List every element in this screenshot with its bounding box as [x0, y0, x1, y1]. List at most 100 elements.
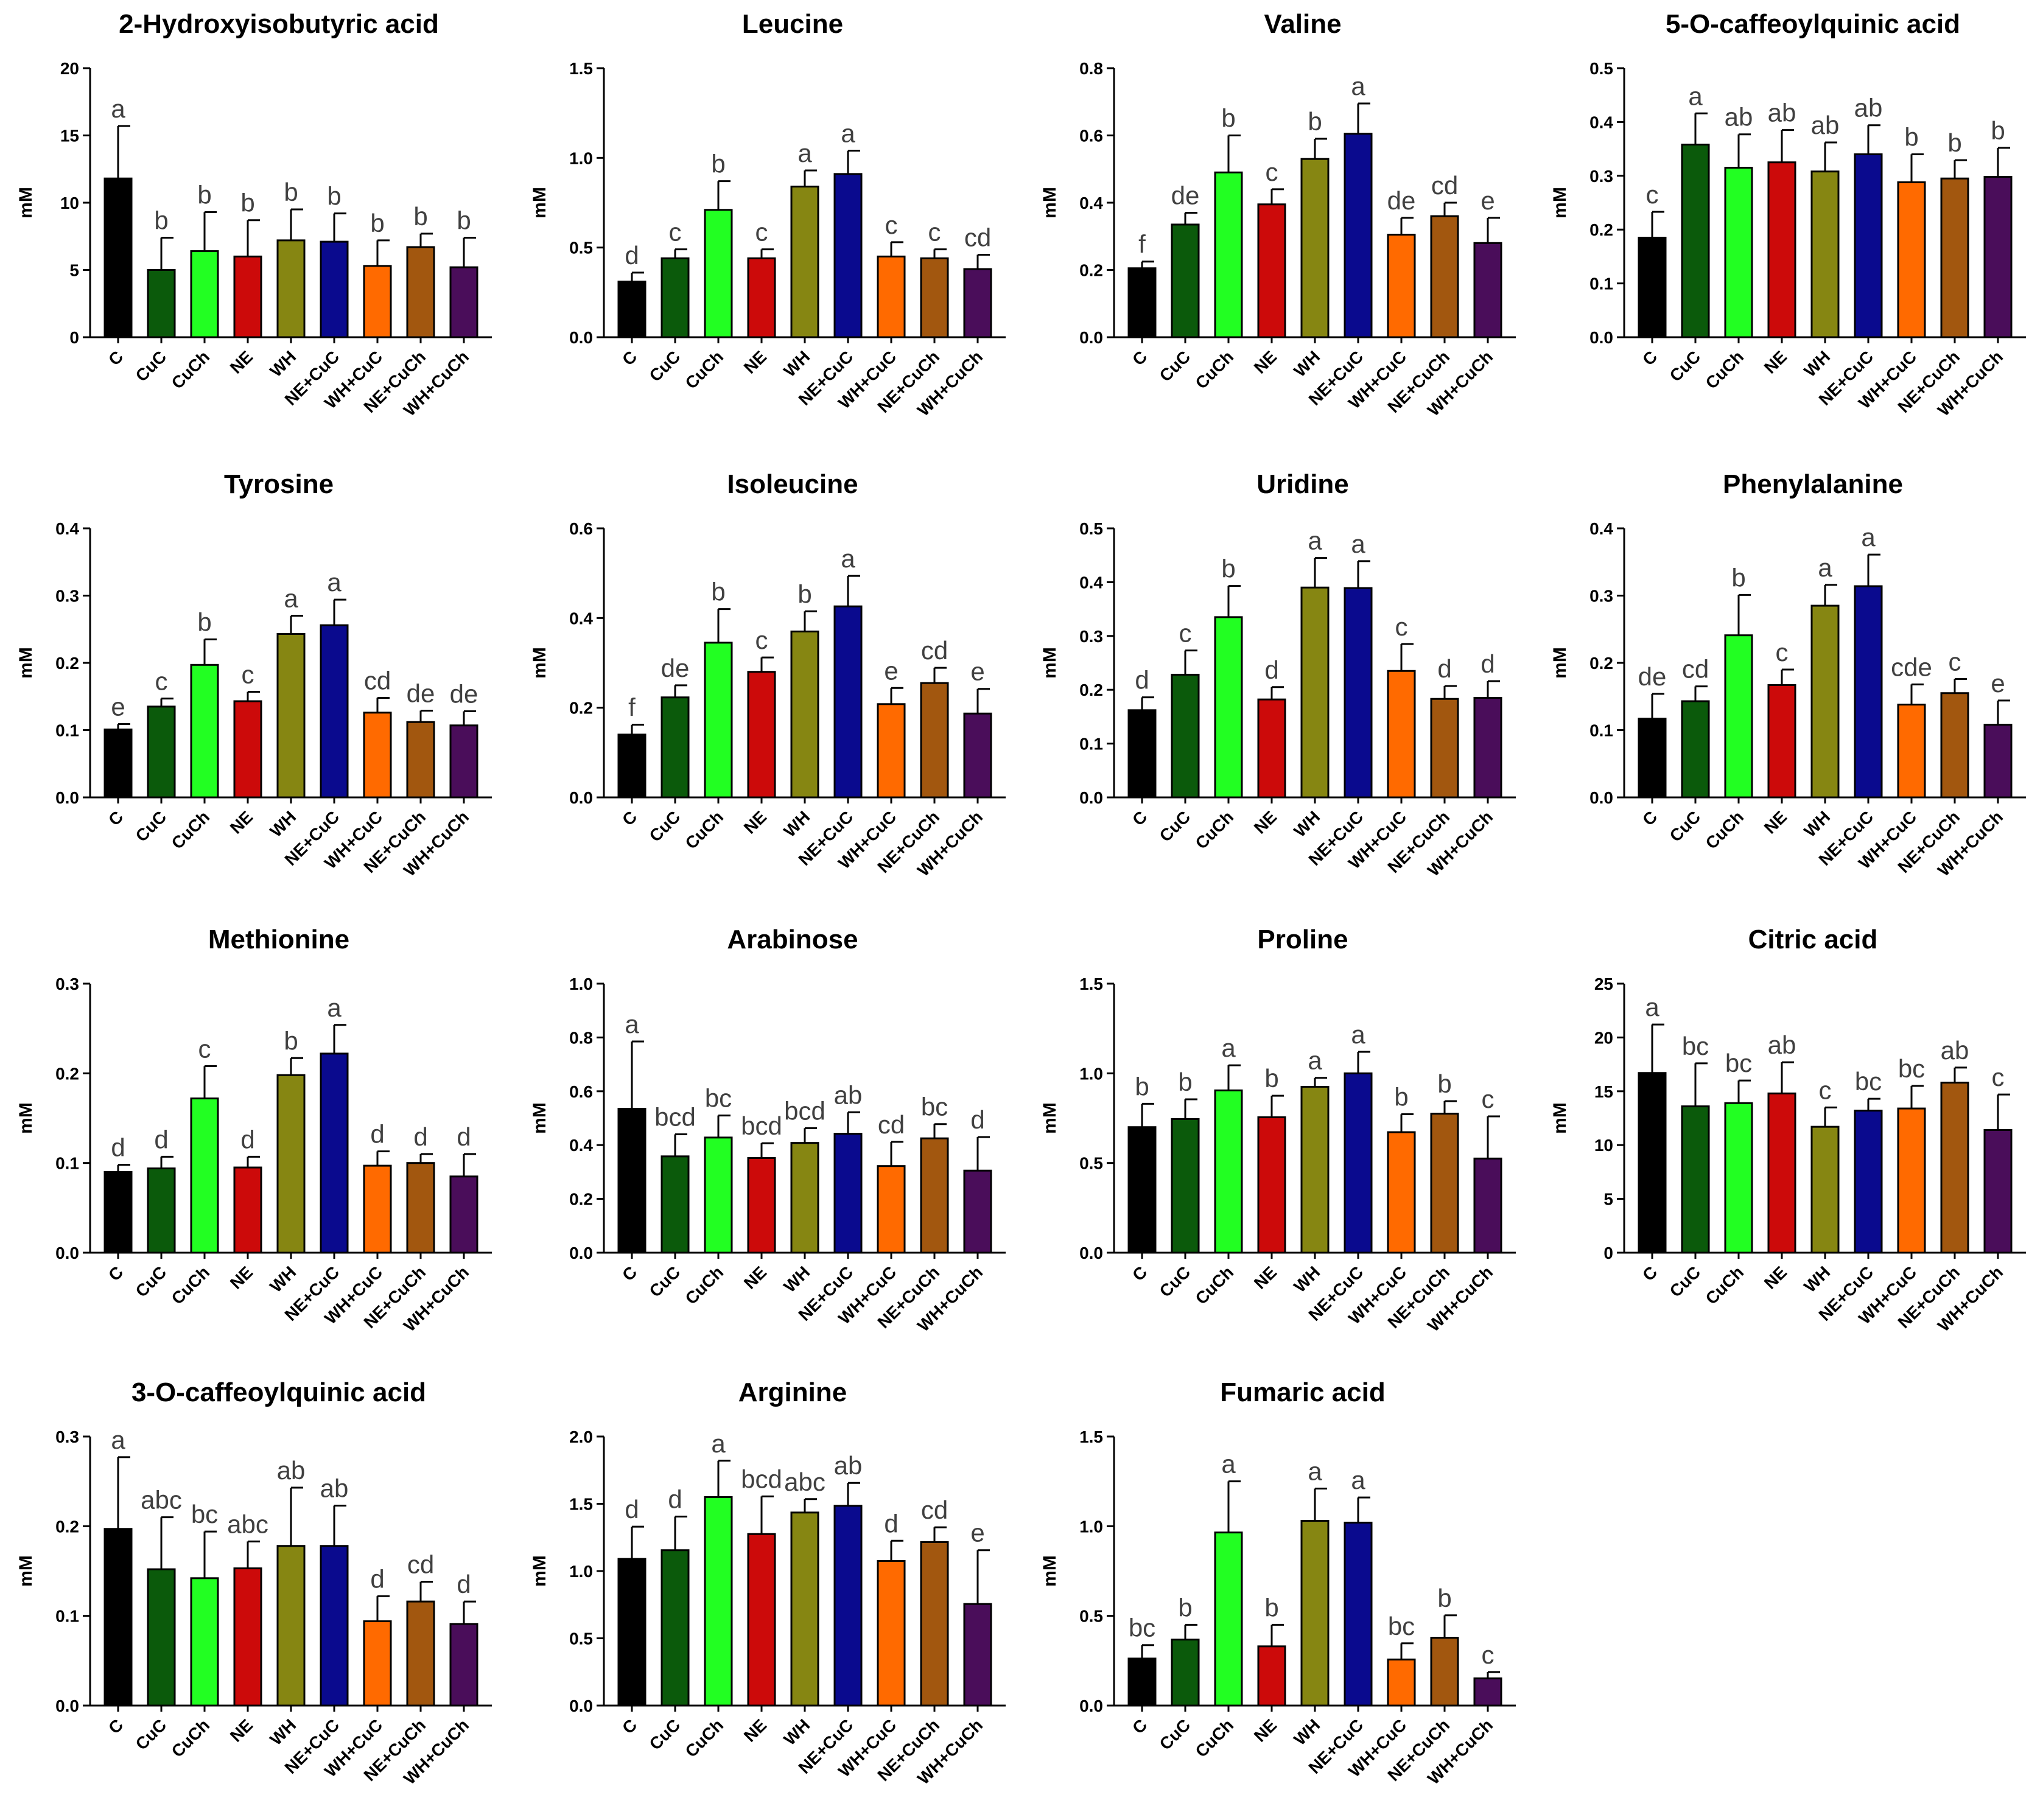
bar-NE+CuCh: [920, 1137, 949, 1254]
x-tick-label: CuCh: [1192, 347, 1238, 393]
significance-letter: a: [1351, 530, 1365, 558]
bar-WH: [276, 1545, 306, 1707]
bar-CuCh: [190, 1097, 219, 1254]
bar-WH: [1810, 170, 1840, 338]
x-tick-label: CuCh: [682, 807, 727, 853]
y-axis-label: mM: [530, 1555, 550, 1587]
bar-C: [103, 1528, 133, 1707]
panel-7: Uridine 0.0 0.1 0.2 0.3 0.4 0.5 mM d Cc CuC b CuCh d N…: [1040, 469, 1516, 880]
x-tick-label: C: [1639, 1262, 1661, 1284]
significance-letter: ab: [834, 1451, 863, 1480]
y-tick-label: 0.1: [55, 1154, 79, 1173]
bar-CuC: [1171, 673, 1200, 799]
y-tick-label: 0.4: [1079, 194, 1103, 212]
bar-WH+CuCh: [1983, 1129, 2013, 1254]
bar-NE: [233, 1166, 262, 1254]
significance-letter: c: [755, 218, 768, 247]
y-tick-label: 0.3: [55, 975, 79, 993]
x-tick-label: WH: [780, 1262, 813, 1296]
bar-WH: [1810, 1125, 1840, 1254]
bar-WH+CuC: [877, 703, 906, 799]
significance-letter: b: [284, 178, 298, 206]
y-tick-label: 0.5: [1589, 59, 1613, 78]
x-tick-label: WH: [1290, 347, 1323, 380]
significance-letter: de: [450, 680, 478, 709]
x-tick-label: CuC: [132, 1715, 170, 1754]
x-tick-label: C: [619, 347, 640, 369]
bar-CuC: [147, 1167, 176, 1254]
bar-NE+CuCh: [1430, 1637, 1459, 1707]
significance-letter: c: [1395, 612, 1408, 641]
y-tick-label: 25: [1594, 975, 1613, 993]
bar-CuC: [661, 696, 690, 799]
bar-NE+CuC: [1854, 1110, 1883, 1254]
x-tick-label: C: [1129, 1262, 1151, 1284]
significance-letter: cd: [964, 223, 991, 251]
bar-NE+CuC: [1344, 587, 1373, 799]
bar-WH+CuCh: [963, 268, 992, 338]
significance-letter: ab: [277, 1456, 306, 1485]
significance-letter: b: [711, 578, 725, 606]
significance-letter: de: [1387, 186, 1416, 215]
bar-WH+CuC: [877, 255, 906, 338]
y-axis-label: mM: [1040, 647, 1060, 679]
bar-NE+CuCh: [920, 257, 949, 338]
bar-CuC: [147, 705, 176, 799]
significance-letter: e: [1991, 669, 2005, 698]
x-tick-label: CuCh: [682, 1262, 727, 1308]
panel-title: Leucine: [742, 9, 843, 39]
significance-letter: cd: [364, 666, 391, 695]
significance-letter: a: [1221, 1450, 1236, 1479]
panel-title: Methionine: [208, 925, 349, 954]
significance-letter: c: [1776, 638, 1789, 667]
bar-NE: [1767, 161, 1796, 338]
bar-CuCh: [190, 663, 219, 799]
x-tick-label: NE: [1761, 807, 1790, 837]
y-axis-label: mM: [16, 1555, 36, 1587]
y-tick-label: 1.5: [569, 1495, 593, 1514]
y-tick-label: 5: [69, 261, 79, 280]
significance-letter: c: [928, 218, 941, 247]
panel-11: Proline0.00.51.01.5mMbCbCuCaCuChbNEaWHaN…: [1040, 925, 1516, 1335]
bar-NE: [233, 700, 262, 799]
bar-CuC: [1171, 1639, 1200, 1707]
significance-letter: b: [240, 189, 254, 217]
x-tick-label: WH: [266, 807, 300, 841]
y-tick-label: 0.2: [1079, 261, 1103, 280]
significance-letter: b: [413, 202, 427, 231]
bar-NE: [1257, 1645, 1286, 1707]
x-tick-label: NE: [1250, 347, 1280, 377]
bar-NE: [1767, 1092, 1796, 1254]
significance-letter: cd: [407, 1550, 434, 1579]
significance-letter: d: [457, 1122, 471, 1151]
y-axis-label: mM: [1550, 1102, 1570, 1134]
x-tick-label: WH: [780, 807, 813, 841]
y-axis-label: mM: [1040, 1555, 1060, 1587]
bar-WH+CuCh: [963, 712, 992, 799]
significance-letter: abc: [784, 1468, 825, 1496]
significance-letter: bc: [1855, 1067, 1882, 1096]
x-tick-label: CuCh: [1192, 1262, 1238, 1308]
x-tick-label: NE: [740, 347, 770, 377]
panel-2: Leucine0.00.51.01.5mMdCcCuCbCuChcNEaWHaN…: [530, 9, 1006, 420]
bar-NE: [1767, 684, 1796, 799]
significance-letter: b: [1437, 1584, 1451, 1612]
x-tick-label: NE: [1250, 1262, 1280, 1292]
bar-NE+CuC: [833, 1505, 863, 1707]
y-tick-label: 0.0: [1079, 788, 1103, 807]
x-tick-label: NE: [1761, 347, 1790, 377]
y-tick-label: 1.0: [1079, 1517, 1103, 1536]
bar-NE+CuC: [320, 240, 349, 338]
bar-CuCh: [704, 1496, 733, 1707]
y-tick-label: 10: [60, 194, 79, 212]
bar-WH: [1300, 1519, 1330, 1707]
bar-C: [1638, 1072, 1667, 1254]
panel-9: Methionine 0.0 0.1 0.2 0.3 mM d Cd CuC c CuCh d NE b W…: [16, 925, 492, 1335]
bar-NE+CuCh: [406, 721, 435, 799]
bar-NE+CuCh: [1430, 698, 1459, 799]
bar-WH+CuC: [1897, 1107, 1926, 1254]
bar-NE: [747, 671, 776, 799]
y-tick-label: 0.6: [1079, 127, 1103, 145]
x-tick-label: WH: [1800, 1262, 1834, 1296]
